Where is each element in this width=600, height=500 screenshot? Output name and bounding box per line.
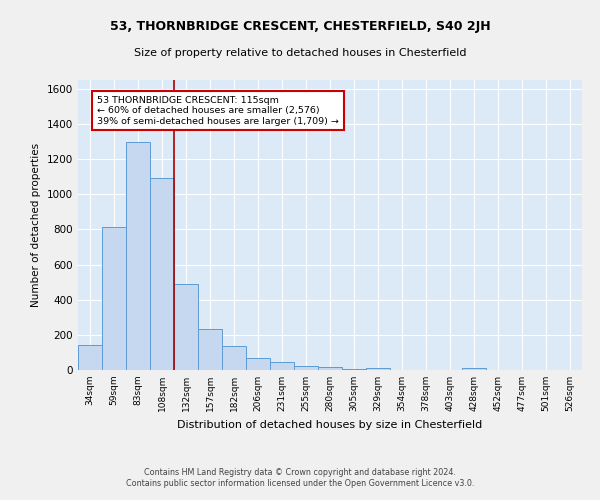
Bar — [174, 284, 198, 370]
Bar — [318, 368, 342, 370]
Bar — [246, 358, 270, 370]
Bar — [198, 328, 222, 370]
Bar — [294, 366, 318, 370]
Bar — [102, 227, 126, 370]
Bar — [222, 346, 246, 370]
Bar — [150, 178, 174, 370]
Text: Contains HM Land Registry data © Crown copyright and database right 2024.
Contai: Contains HM Land Registry data © Crown c… — [126, 468, 474, 487]
Text: 53 THORNBRIDGE CRESCENT: 115sqm
← 60% of detached houses are smaller (2,576)
39%: 53 THORNBRIDGE CRESCENT: 115sqm ← 60% of… — [97, 96, 339, 126]
Bar — [270, 362, 294, 370]
Bar — [126, 142, 150, 370]
Bar — [78, 346, 102, 370]
Y-axis label: Number of detached properties: Number of detached properties — [31, 143, 41, 307]
X-axis label: Distribution of detached houses by size in Chesterfield: Distribution of detached houses by size … — [178, 420, 482, 430]
Bar — [366, 368, 390, 370]
Text: 53, THORNBRIDGE CRESCENT, CHESTERFIELD, S40 2JH: 53, THORNBRIDGE CRESCENT, CHESTERFIELD, … — [110, 20, 490, 33]
Bar — [342, 369, 366, 370]
Bar — [462, 368, 486, 370]
Text: Size of property relative to detached houses in Chesterfield: Size of property relative to detached ho… — [134, 48, 466, 58]
